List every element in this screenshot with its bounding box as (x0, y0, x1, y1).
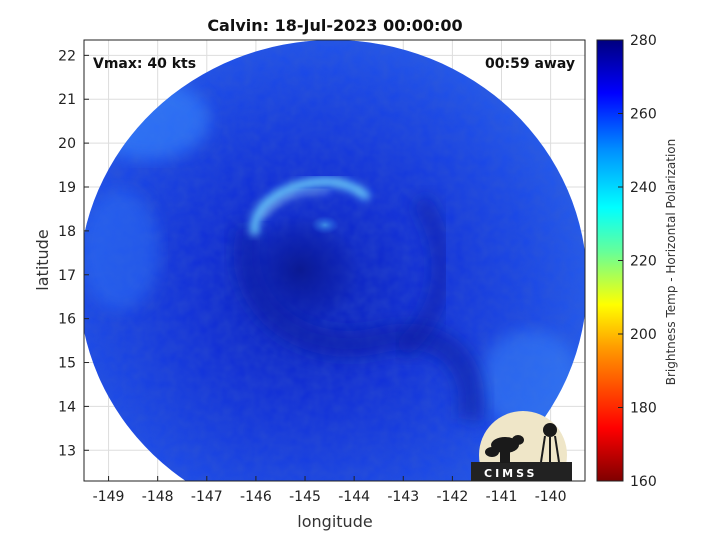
x-tick-label: -147 (191, 489, 223, 505)
y-tick-label: 19 (58, 180, 76, 196)
colorbar-tick-label: 240 (630, 180, 657, 196)
brightness-swath (84, 40, 585, 481)
x-tick-label: -141 (486, 489, 518, 505)
y-tick-label: 18 (58, 224, 76, 240)
x-tick-label: -140 (535, 489, 567, 505)
colorbar-ticks: 160 180 200 220 240 260 280 (618, 33, 657, 490)
x-axis-ticks: -149 -148 -147 -146 -145 -144 -143 -142 -141 -140 (93, 476, 567, 505)
y-tick-label: 13 (58, 443, 76, 459)
colorbar-tick-label: 260 (630, 107, 657, 123)
y-tick-label: 14 (58, 399, 76, 415)
colorbar-tick-label: 280 (630, 33, 657, 49)
cimss-logo: CIMSS (471, 411, 572, 481)
colorbar-tick-label: 200 (630, 327, 657, 343)
y-tick-label: 16 (58, 312, 76, 328)
y-tick-label: 15 (58, 356, 76, 372)
y-axis-label: latitude (33, 229, 52, 290)
x-tick-label: -145 (289, 489, 321, 505)
colorbar-tick-label: 180 (630, 401, 657, 417)
colorbar-tick-label: 220 (630, 254, 657, 270)
chart-title: Calvin: 18-Jul-2023 00:00:00 (207, 16, 462, 35)
x-tick-label: -146 (240, 489, 272, 505)
time-away-annotation: 00:59 away (485, 56, 575, 72)
x-tick-label: -142 (436, 489, 468, 505)
logo-text: CIMSS (484, 467, 537, 480)
x-axis-label: longitude (297, 512, 372, 531)
colorbar-tick-label: 160 (630, 474, 657, 490)
x-tick-label: -143 (387, 489, 419, 505)
y-tick-label: 21 (58, 92, 76, 108)
y-tick-label: 20 (58, 136, 76, 152)
y-axis-ticks: 13 14 15 16 17 18 19 20 21 22 (58, 48, 89, 459)
y-tick-label: 22 (58, 48, 76, 64)
vmax-annotation: Vmax: 40 kts (93, 56, 196, 72)
x-tick-label: -148 (142, 489, 174, 505)
y-tick-label: 17 (58, 268, 76, 284)
x-tick-label: -144 (338, 489, 370, 505)
x-tick-label: -149 (93, 489, 125, 505)
colorbar-label: Brightness Temp - Horizontal Polarizatio… (664, 139, 678, 386)
